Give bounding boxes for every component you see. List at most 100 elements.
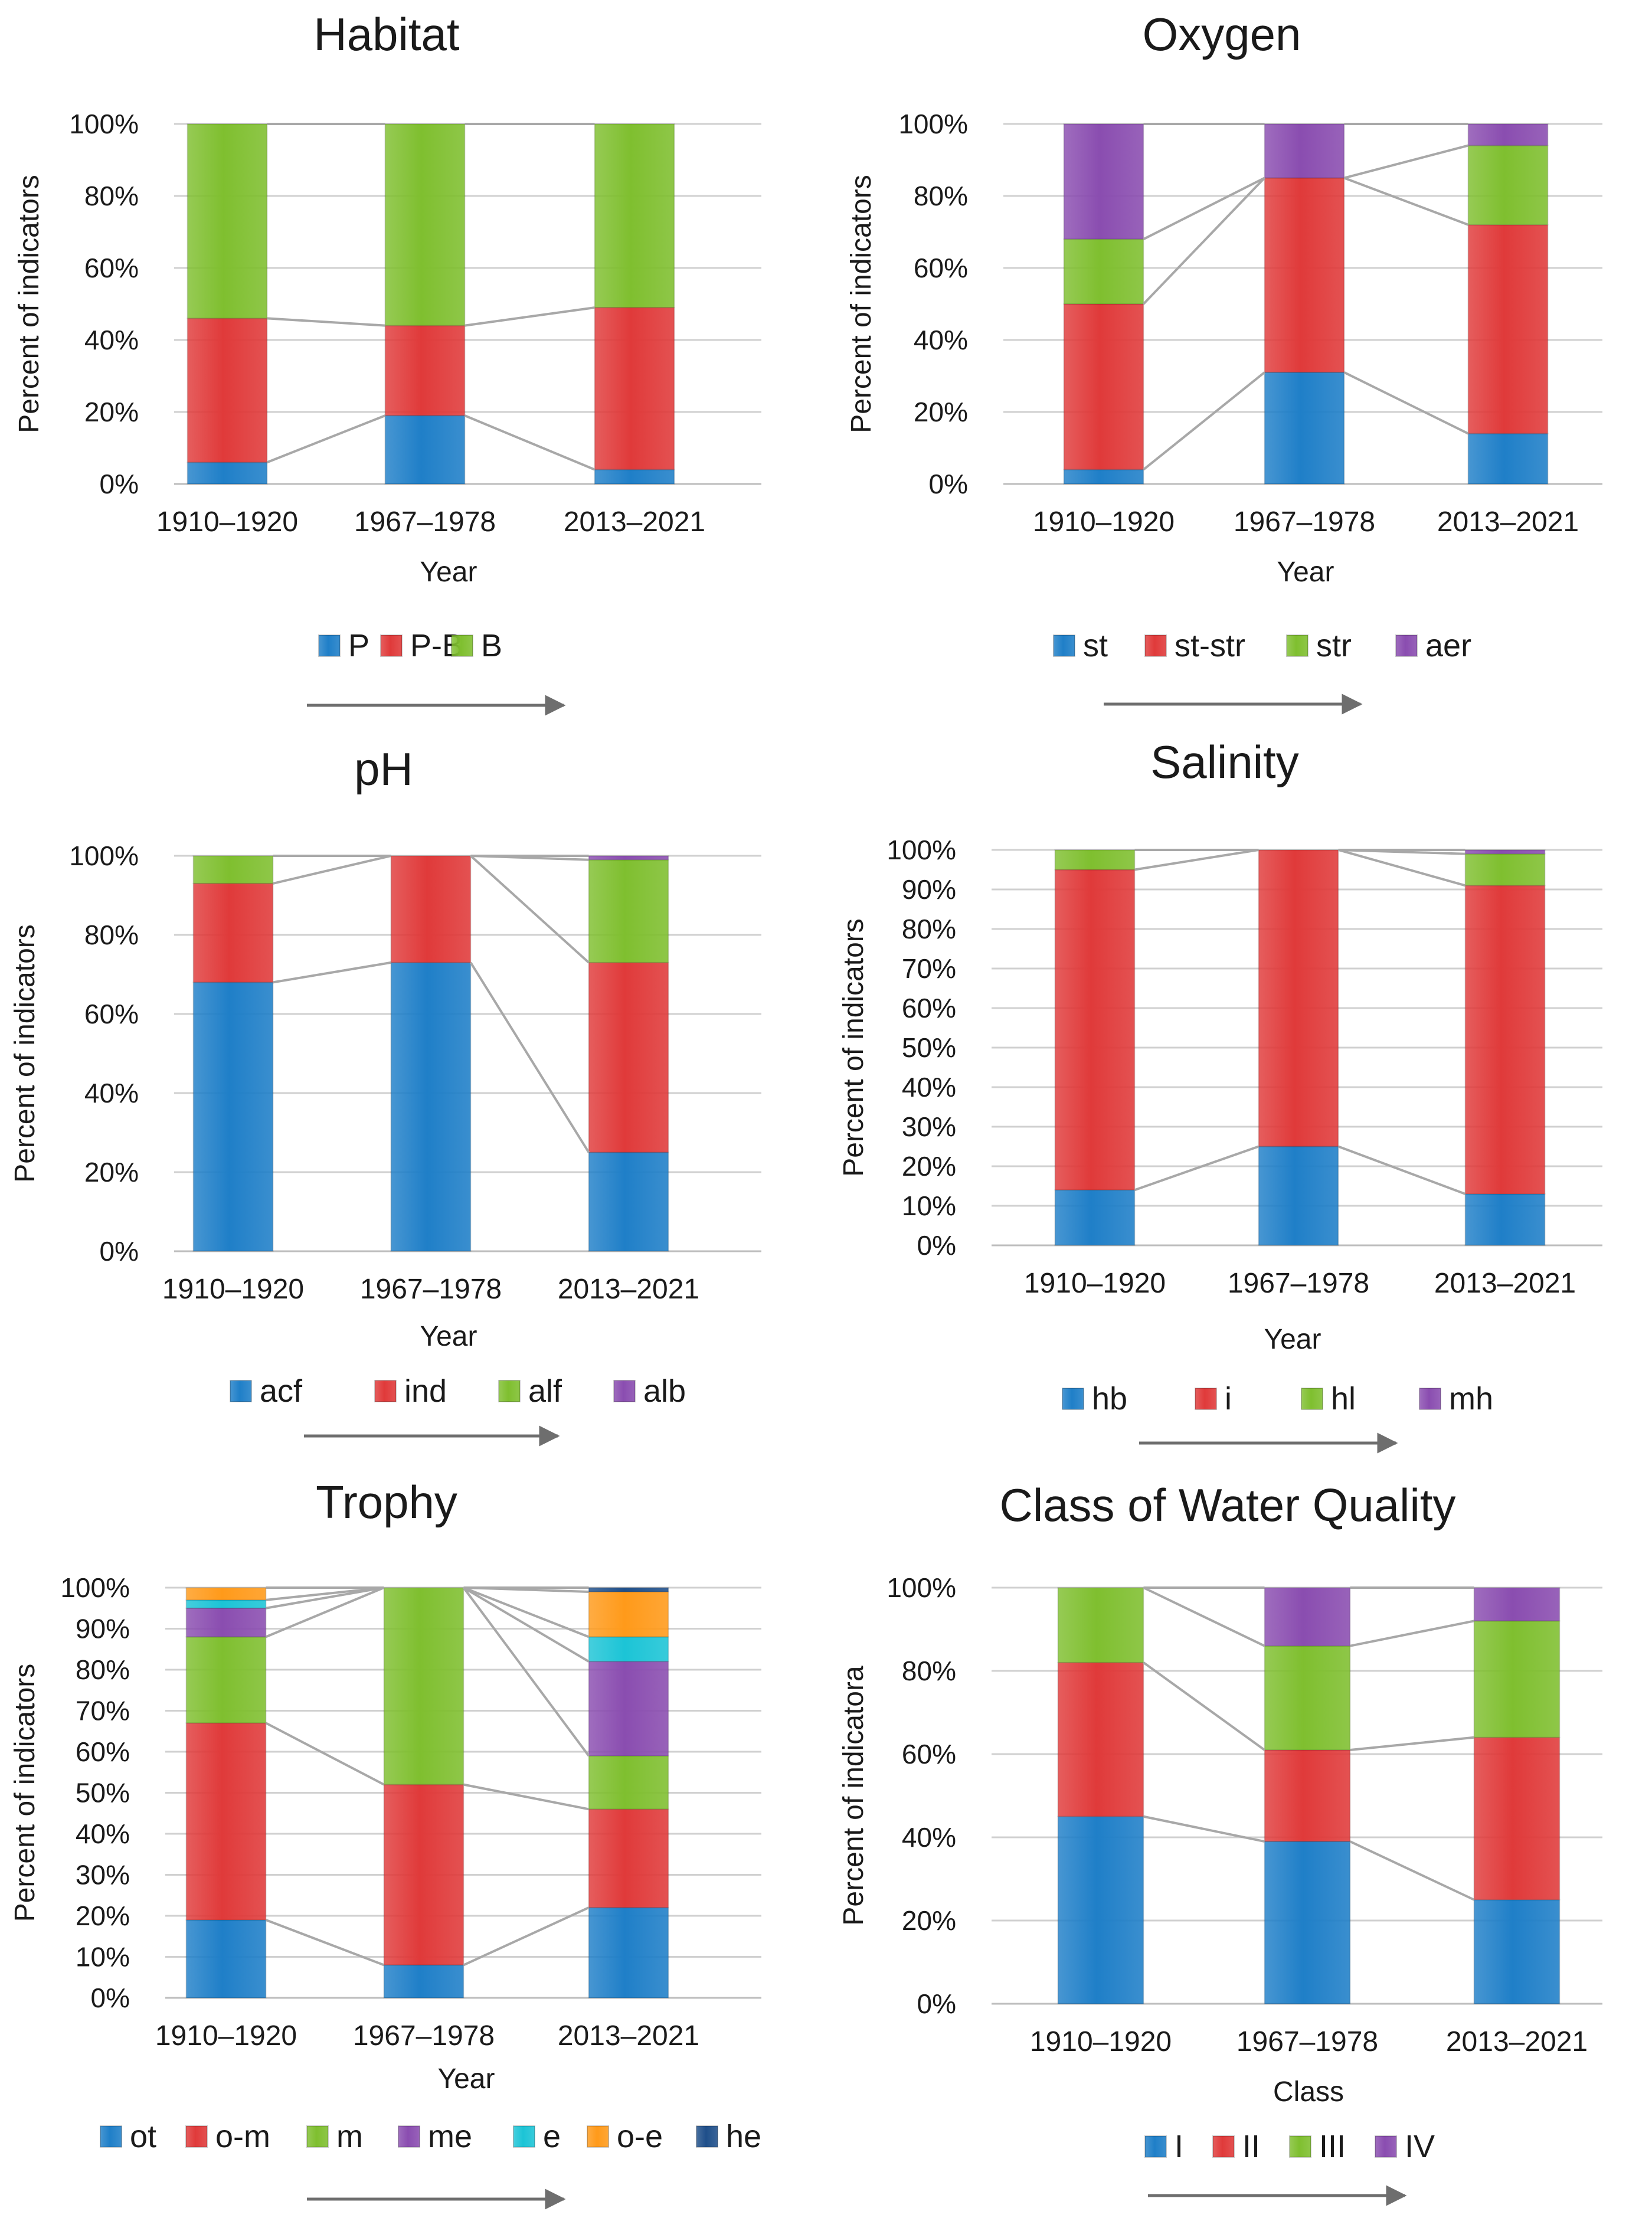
y-tick-label: 100% [886,1572,956,1603]
legend-swatch-me [398,2125,420,2148]
y-tick-label: 30% [76,1860,130,1890]
legend-swatch-iii [1289,2135,1311,2158]
series-connector-line [267,317,385,327]
series-connector-line [464,306,595,327]
series-connector-line [1143,1815,1265,1843]
legend-swatch-p [318,634,341,657]
y-tick-label: 80% [76,1654,130,1685]
legend-label: ind [404,1373,447,1409]
chart-title: Class of Water Quality [1000,1479,1456,1531]
bar-segment-acf-2 [588,1151,669,1252]
bar-segment-b-2 [594,123,675,309]
bar-segment-m-1 [383,1587,464,1785]
x-tick-label: 2013–2021 [558,2020,699,2052]
x-axis-label: Year [420,1321,477,1352]
legend-swatch-m [306,2125,329,2148]
chart-panel-oxygen: Oxygen 0% 20% 40% 60% 80% 100% 1910–1920 1967–19… [846,8,1602,715]
x-tick-label: 1967–1978 [1234,506,1375,538]
x-tick-label: 1967–1978 [1236,2026,1378,2057]
legend-swatch-i [1195,1388,1217,1410]
chart-title: Salinity [1150,736,1298,788]
legend-swatch-hb [1062,1388,1084,1410]
y-tick-label: 100% [69,840,139,871]
bar-segment-aer-2 [1467,123,1549,146]
series-connector-line [1343,176,1469,226]
x-axis-label: Year [438,2063,495,2095]
legend-label: ot [130,2119,156,2154]
x-axis-label: Year [420,557,477,588]
legend-swatch-ind [374,1380,397,1402]
series-connector-line [469,961,590,1153]
bar-segment-hl-2 [1464,853,1546,886]
chart-title: Oxygen [1143,8,1301,60]
bar-segment-o-e-2 [588,1591,669,1638]
y-tick-label: 60% [902,993,956,1023]
y-tick-label: 10% [76,1942,130,1972]
chart-title: pH [354,743,413,795]
y-tick-label: 100% [69,109,139,139]
series-connector-line [265,1722,385,1786]
y-tick-label: 10% [902,1190,956,1221]
bar-segment-hb-2 [1464,1193,1546,1247]
y-tick-label: 90% [76,1614,130,1644]
y-tick-label: 40% [84,1078,139,1108]
y-tick-label: 20% [76,1900,130,1931]
y-axis-label: Percent of indicators [846,175,877,433]
bar-segment-i-1 [1258,849,1339,1147]
y-tick-label: 20% [902,1151,956,1182]
x-tick-label: 2013–2021 [1437,506,1579,538]
y-tick-label: 40% [76,1818,130,1849]
legend-label: o-e [617,2119,663,2154]
bar-segment-p-b-0 [187,318,268,463]
bar-segment-st-str-0 [1063,303,1144,470]
series-connector-line [1350,1620,1474,1647]
y-axis-label: Percent of indicators [9,1664,41,1922]
y-tick-label: 0% [100,469,139,499]
legend-label: acf [260,1373,303,1409]
bar-segment-p-b-2 [594,307,675,470]
legend-swatch-he [696,2125,718,2148]
bar-segment-m-2 [588,1755,669,1810]
bar-segment-ii-1 [1264,1749,1351,1843]
y-tick-label: 70% [902,953,956,984]
legend: P P-B B [318,628,502,663]
series-connector-line [265,1586,385,1638]
legend: acf ind alf alb [230,1373,686,1409]
legend-label: m [336,2119,363,2154]
legend-label: st-str [1175,628,1245,663]
chart-panel-ph: pH 0% 20% 40% 60% 80% 100% 1910–1920 1967–1978 20… [9,743,761,1447]
legend-label: II [1242,2129,1260,2164]
series-connector-line [1134,1145,1260,1192]
series-connector-line [1337,1145,1466,1195]
bar-segment-iii-0 [1057,1587,1144,1663]
bar-segment-me-0 [185,1607,267,1638]
series-connector-line [1337,849,1466,887]
y-tick-label: 50% [76,1778,130,1808]
y-tick-label: 0% [929,469,968,499]
y-axis-label: Percent of indicators [9,924,41,1183]
bar-segment-o-m-0 [185,1722,267,1921]
y-tick-label: 0% [917,1230,956,1261]
legend-label: o-m [215,2119,270,2154]
series-connector-line [1143,176,1265,240]
chart-title: Habitat [313,8,459,60]
legend-label: hl [1331,1381,1356,1416]
y-tick-label: 100% [898,109,968,139]
legend-swatch-str [1286,634,1308,657]
series-connector-line [462,1586,590,1757]
series-connector-line [265,1919,385,1967]
y-tick-label: 80% [84,181,139,211]
legend-swatch-hl [1301,1388,1323,1410]
x-tick-label: 1967–1978 [360,1274,502,1305]
bar-segment-i-2 [1473,1899,1561,2004]
y-tick-label: 40% [902,1072,956,1103]
bar-segment-st-2 [1467,433,1549,485]
series-connector-line [1134,849,1259,871]
y-tick-label: 40% [84,325,139,355]
legend-swatch-mh [1419,1388,1441,1410]
y-tick-label: 60% [76,1736,130,1767]
bar-segment-ind-0 [192,882,274,983]
x-tick-label: 1910–1920 [162,1274,304,1305]
legend-swatch-st-str [1144,634,1167,657]
bar-segment-alf-2 [588,859,669,963]
